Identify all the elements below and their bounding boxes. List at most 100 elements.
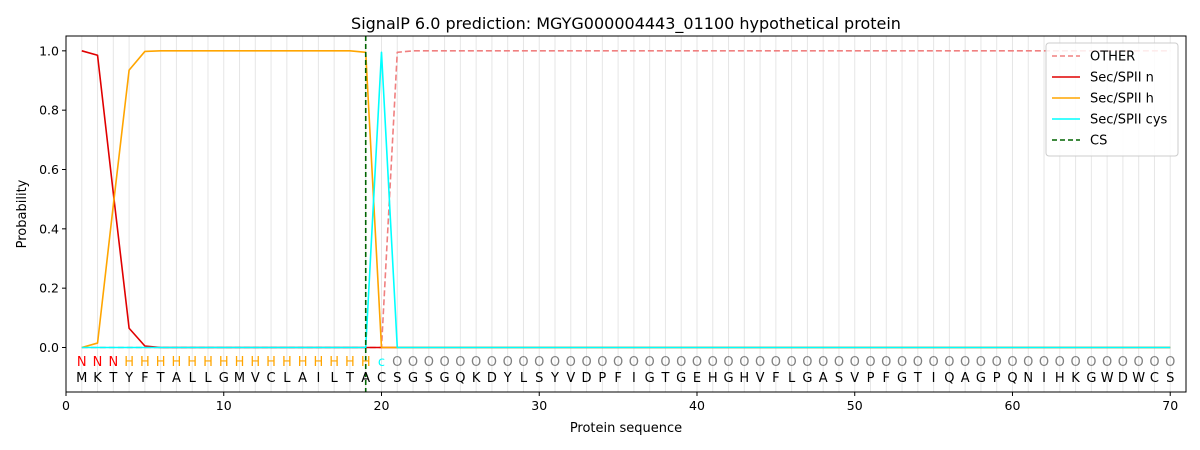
prediction-label: O bbox=[1149, 355, 1159, 370]
prediction-label: O bbox=[1086, 355, 1096, 370]
prediction-label: O bbox=[424, 355, 434, 370]
residue-letter: L bbox=[788, 371, 796, 386]
residue-letter: M bbox=[76, 371, 87, 386]
residue-letter: C bbox=[1150, 371, 1159, 386]
residue-letter: D bbox=[582, 371, 592, 386]
prediction-label: O bbox=[723, 355, 733, 370]
y-tick-label: 0.0 bbox=[39, 340, 59, 355]
prediction-label: O bbox=[581, 355, 591, 370]
residue-letter: L bbox=[331, 371, 339, 386]
prediction-label: H bbox=[314, 355, 324, 370]
residue-letter: G bbox=[976, 371, 986, 386]
prediction-label: O bbox=[471, 355, 481, 370]
residue-letter: H bbox=[739, 371, 749, 386]
residue-letter: G bbox=[440, 371, 450, 386]
x-tick-label: 60 bbox=[1005, 398, 1021, 413]
residue-letter: D bbox=[487, 371, 497, 386]
y-tick-label: 0.2 bbox=[39, 281, 59, 296]
prediction-label: O bbox=[1039, 355, 1049, 370]
residue-letter: V bbox=[566, 371, 575, 386]
residue-letter: G bbox=[802, 371, 812, 386]
prediction-label: H bbox=[203, 355, 213, 370]
prediction-label: O bbox=[834, 355, 844, 370]
y-tick-label: 0.4 bbox=[39, 221, 59, 236]
prediction-label: H bbox=[361, 355, 371, 370]
prediction-label: O bbox=[787, 355, 797, 370]
x-tick-label: 10 bbox=[216, 398, 232, 413]
legend-label: Sec/SPII cys bbox=[1090, 113, 1168, 128]
prediction-label: H bbox=[345, 355, 355, 370]
prediction-label: O bbox=[439, 355, 449, 370]
residue-letter: I bbox=[316, 371, 320, 386]
residue-letter: Q bbox=[455, 371, 465, 386]
residue-letter: C bbox=[377, 371, 386, 386]
prediction-label: O bbox=[928, 355, 938, 370]
y-tick-label: 0.8 bbox=[39, 103, 59, 118]
series-line-1 bbox=[81, 50, 1171, 349]
residue-letter: Y bbox=[550, 371, 559, 386]
residue-letter: E bbox=[693, 371, 701, 386]
prediction-label: O bbox=[739, 355, 749, 370]
prediction-label: O bbox=[992, 355, 1002, 370]
prediction-label: H bbox=[266, 355, 276, 370]
prediction-label: O bbox=[660, 355, 670, 370]
residue-letter: G bbox=[645, 371, 655, 386]
prediction-label: N bbox=[108, 355, 118, 370]
residue-letter: T bbox=[345, 371, 354, 386]
prediction-label: N bbox=[93, 355, 103, 370]
residue-letter: Y bbox=[124, 371, 133, 386]
residue-letter: V bbox=[756, 371, 765, 386]
residue-letter: G bbox=[219, 371, 229, 386]
residue-letter: G bbox=[676, 371, 686, 386]
residue-letter: D bbox=[1118, 371, 1128, 386]
legend-box bbox=[1045, 42, 1179, 157]
x-axis-label: Protein sequence bbox=[570, 421, 682, 436]
residue-letter: Q bbox=[944, 371, 954, 386]
residue-letter: A bbox=[961, 371, 970, 386]
residue-letter: W bbox=[1101, 371, 1114, 386]
residue-letter: N bbox=[1023, 371, 1033, 386]
residue-letter: W bbox=[1132, 371, 1145, 386]
y-axis: 0.0 0.2 0.4 0.6 0.8 1.0 bbox=[39, 43, 66, 355]
residue-letter: Y bbox=[503, 371, 512, 386]
prediction-label: O bbox=[881, 355, 891, 370]
residue-letter: G bbox=[723, 371, 733, 386]
prediction-label: O bbox=[392, 355, 402, 370]
residue-letter: L bbox=[283, 371, 291, 386]
prediction-label: H bbox=[219, 355, 229, 370]
x-axis: 0 10 20 30 40 50 60 70 bbox=[62, 392, 1178, 413]
prediction-label: H bbox=[172, 355, 182, 370]
prediction-label: H bbox=[235, 355, 245, 370]
prediction-label: H bbox=[140, 355, 150, 370]
residue-letter: K bbox=[472, 371, 481, 386]
residue-letter: A bbox=[361, 371, 370, 386]
residue-letter: S bbox=[535, 371, 543, 386]
residue-letter: L bbox=[189, 371, 197, 386]
prediction-label: O bbox=[1070, 355, 1080, 370]
residue-letter: G bbox=[897, 371, 907, 386]
legend-label: Sec/SPII n bbox=[1090, 71, 1154, 86]
prediction-label: O bbox=[629, 355, 639, 370]
prediction-label: O bbox=[913, 355, 923, 370]
series-line-0 bbox=[81, 50, 1171, 349]
residue-letter: V bbox=[850, 371, 859, 386]
residue-letter: K bbox=[93, 371, 102, 386]
plot-lines bbox=[81, 36, 1171, 392]
residue-letter: T bbox=[660, 371, 669, 386]
series-line-3 bbox=[81, 51, 1171, 349]
residue-letter: V bbox=[251, 371, 260, 386]
residue-letter: A bbox=[298, 371, 307, 386]
prediction-label: O bbox=[1165, 355, 1175, 370]
residue-letter: L bbox=[204, 371, 212, 386]
x-tick-label: 0 bbox=[62, 398, 70, 413]
x-tick-label: 70 bbox=[1162, 398, 1178, 413]
residue-letter: P bbox=[598, 371, 606, 386]
prediction-label: O bbox=[455, 355, 465, 370]
prediction-label: O bbox=[1102, 355, 1112, 370]
x-tick-label: 40 bbox=[689, 398, 705, 413]
residue-letter: F bbox=[772, 371, 779, 386]
prediction-label: O bbox=[550, 355, 560, 370]
y-axis-label: Probability bbox=[15, 179, 30, 248]
residue-letter: I bbox=[632, 371, 636, 386]
legend-label: OTHER bbox=[1090, 50, 1135, 65]
